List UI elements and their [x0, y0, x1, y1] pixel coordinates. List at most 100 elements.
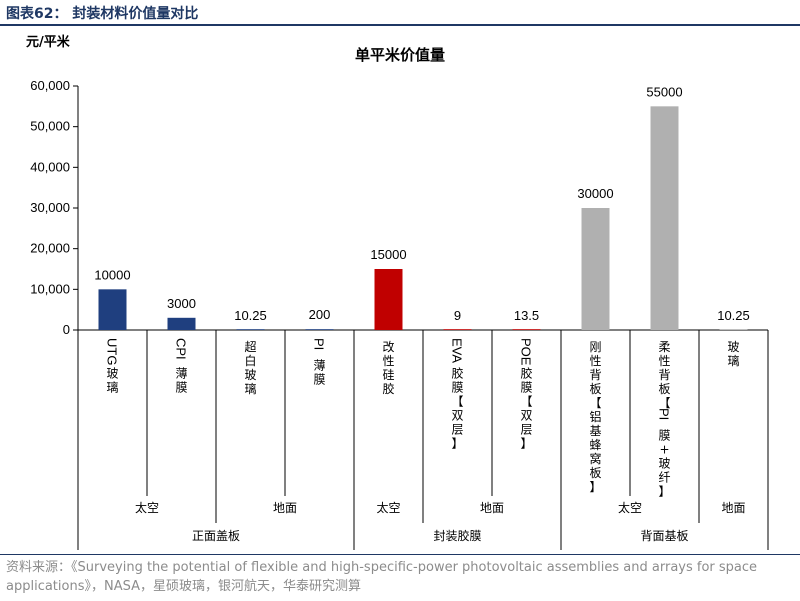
bar [512, 329, 541, 330]
category-label-part: 性 [382, 354, 394, 368]
y-tick-label: 40,000 [30, 159, 70, 174]
header-rule [0, 24, 800, 26]
category-label-part: 薄 [175, 366, 187, 381]
category-label-part: 胶 [382, 381, 394, 396]
category-label-part: 】 [520, 437, 532, 451]
category-label-part: 双 [520, 409, 532, 423]
data-label: 10000 [94, 267, 130, 282]
bar [167, 317, 196, 330]
category-label-part: 刚 [589, 340, 601, 354]
data-label: 30000 [577, 186, 613, 201]
category-label-part: 膜 [658, 428, 670, 442]
category-label-part: + [659, 442, 669, 456]
category-label-part: 板 [589, 382, 601, 396]
category-label-part: UTG [105, 338, 120, 365]
category-label-part: 背 [658, 368, 670, 382]
y-tick-label: 30,000 [30, 200, 70, 215]
category-label-part: 胶 [451, 366, 463, 381]
category-label-part: 层 [520, 423, 532, 437]
group-label-level2: 背面基板 [640, 529, 688, 543]
category-label-part: 铝 [589, 409, 601, 424]
category-label-part: 柔 [658, 340, 670, 354]
category-label-part: 薄 [313, 357, 325, 372]
bar [443, 329, 472, 330]
category-label-part: 改 [382, 340, 394, 354]
category-label-part: 层 [451, 423, 463, 437]
category-label-part: 胶 [520, 366, 532, 381]
group-label-level1: 地面 [480, 501, 504, 515]
bar-chart: 元/平米 单平米价值量 0 10,000 20,000 30,000 40,000 50,… [26, 34, 769, 550]
data-label: 55000 [646, 84, 682, 99]
category-label-part: POE [519, 338, 534, 366]
y-tick-label: 60,000 [30, 78, 70, 93]
group-label-level1: 太空 [376, 500, 400, 515]
data-label: 10.25 [717, 308, 750, 323]
category-label-part: 板 [658, 382, 670, 396]
chart-title: 单平米价值量 [355, 46, 445, 64]
category-label-part: 板 [589, 466, 601, 480]
bar [98, 289, 127, 330]
data-label: 9 [454, 308, 461, 323]
category-label-part: 【 [589, 396, 601, 410]
category-label-part: 】 [589, 480, 601, 494]
category-label-part: 【 [520, 395, 532, 409]
category-label-part: 双 [451, 409, 463, 423]
data-label: 15000 [370, 247, 406, 262]
category-label-part: 玻 [727, 340, 739, 354]
category-label-part: CPI [174, 338, 189, 360]
category-label-part: 玻 [244, 368, 256, 382]
bar [650, 106, 679, 330]
y-axis-label: 元/平米 [26, 34, 71, 50]
category-label-part: 基 [589, 424, 601, 438]
bar [581, 208, 610, 330]
category-label-part: 膜 [451, 381, 463, 395]
group-label-level2: 正面盖板 [192, 529, 240, 543]
category-label-part: 玻 [658, 456, 670, 470]
group-label-level1: 太空 [618, 500, 642, 515]
y-tick-label: 10,000 [30, 281, 70, 296]
data-label: 3000 [167, 296, 196, 311]
y-tick-label: 0 [63, 322, 70, 337]
category-label-part: 性 [589, 354, 601, 368]
bar [374, 269, 403, 330]
source-rule [0, 554, 800, 555]
category-label-part: PI [657, 408, 672, 420]
category-label-part: PI [312, 338, 327, 350]
figure-title: 图表62： 封装材料价值量对比 [6, 6, 199, 22]
category-label-part: 】 [451, 437, 463, 451]
bar [719, 329, 748, 330]
category-label-part: 】 [658, 484, 670, 498]
category-label-part: 硅 [382, 368, 394, 382]
category-label-part: 膜 [313, 372, 325, 386]
category-label-part: 玻 [106, 367, 118, 381]
group-label-level1: 太空 [135, 500, 159, 515]
plot-area: 0 10,000 20,000 30,000 40,000 50,000 60,000 100… [30, 78, 769, 550]
category-label-part: EVA [450, 338, 465, 363]
category-label-part: 璃 [727, 354, 739, 368]
bar [236, 329, 265, 330]
group-label-level2: 封装胶膜 [433, 528, 481, 543]
category-label-part: 【 [451, 395, 463, 409]
category-label-part: 膜 [175, 381, 187, 395]
y-tick-label: 50,000 [30, 119, 70, 134]
category-label-part: 性 [658, 354, 670, 368]
group-label-level1: 地面 [273, 501, 297, 515]
category-label-part: 【 [658, 396, 670, 410]
category-label-part: 蜂 [589, 438, 601, 452]
figure-source: 资料来源：《Surveying the potential of flexibl… [6, 560, 758, 594]
data-label: 200 [309, 307, 331, 322]
category-label-part: 窝 [589, 451, 601, 466]
category-label-part: 背 [589, 368, 601, 382]
data-label: 10.25 [234, 308, 267, 323]
figure-header: 图表62： 封装材料价值量对比 [0, 0, 800, 26]
category-label-part: 超 [244, 339, 256, 354]
category-label-part: 璃 [244, 382, 256, 396]
category-label-part: 白 [244, 353, 256, 368]
category-label-part: 纤 [658, 470, 670, 484]
bar [305, 329, 334, 330]
category-label-part: 膜 [520, 381, 532, 395]
category-label-part: 璃 [106, 381, 118, 395]
y-tick-label: 20,000 [30, 241, 70, 256]
group-label-level1: 地面 [721, 501, 745, 515]
data-label: 13.5 [514, 308, 539, 323]
